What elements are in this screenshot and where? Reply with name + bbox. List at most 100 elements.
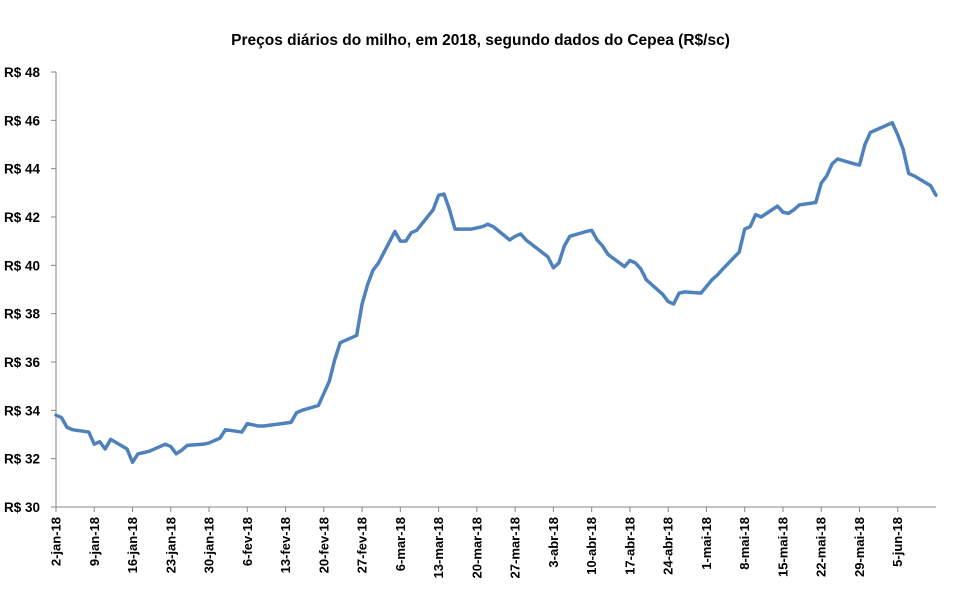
y-tick-label: R$ 36 xyxy=(4,355,41,370)
data-point xyxy=(355,334,358,337)
data-point xyxy=(208,442,210,444)
data-point xyxy=(858,164,861,166)
data-point xyxy=(251,424,254,426)
y-tick-label: R$ 32 xyxy=(4,452,40,467)
x-tick-label: 10-abr-18 xyxy=(584,517,599,575)
y-tick-label: R$ 38 xyxy=(4,307,41,322)
data-point xyxy=(317,404,320,407)
y-tick-label: R$ 34 xyxy=(4,403,41,418)
series-line xyxy=(54,121,938,465)
data-point xyxy=(323,392,325,395)
data-point xyxy=(137,453,139,455)
x-tick-label: 13-fev-18 xyxy=(278,517,293,573)
data-point xyxy=(328,380,331,383)
data-point xyxy=(175,453,178,455)
data-point xyxy=(645,279,648,281)
data-point xyxy=(262,425,265,427)
data-point xyxy=(869,131,872,134)
data-point xyxy=(716,274,719,276)
data-point xyxy=(454,228,456,230)
x-tick-label: 27-fev-18 xyxy=(355,517,370,573)
y-tick-label: R$ 42 xyxy=(4,210,40,225)
data-point xyxy=(481,225,484,228)
data-point xyxy=(514,235,516,238)
data-point xyxy=(661,293,664,296)
data-point xyxy=(864,143,866,146)
data-point xyxy=(913,175,915,177)
x-tick-label: 1-mai-18 xyxy=(699,517,714,570)
data-point xyxy=(148,450,150,453)
data-point xyxy=(793,208,795,211)
data-point xyxy=(596,239,598,241)
data-point xyxy=(476,227,478,229)
x-tick-label: 15-mai-18 xyxy=(775,517,790,577)
x-tick-label: 13-mar-18 xyxy=(431,517,446,578)
data-point xyxy=(410,231,413,234)
data-point xyxy=(547,256,549,258)
data-point xyxy=(831,163,833,165)
data-point xyxy=(722,268,724,270)
x-tick-label: 20-fev-18 xyxy=(316,517,331,573)
data-point xyxy=(88,431,90,433)
data-point xyxy=(131,461,134,464)
data-point xyxy=(372,269,374,271)
data-point xyxy=(366,283,369,286)
data-point xyxy=(525,239,527,241)
x-tick-label: 2-jan-18 xyxy=(49,517,64,566)
data-point xyxy=(180,449,183,452)
data-point xyxy=(568,235,571,238)
data-point xyxy=(902,148,904,151)
y-axis: R$ 30 R$ 32 R$ 34 R$ 36 R$ 38 R$ 40 R$ 42 R$ 44… xyxy=(4,65,57,515)
x-tick-label: 9-jan-18 xyxy=(87,517,102,566)
data-point xyxy=(219,437,221,439)
data-point xyxy=(640,268,642,270)
data-point xyxy=(754,213,757,216)
data-point xyxy=(109,438,112,441)
data-point xyxy=(700,292,702,294)
data-point xyxy=(519,233,522,235)
data-point xyxy=(405,240,407,242)
data-point xyxy=(935,194,937,197)
x-tick-label: 20-mar-18 xyxy=(469,517,484,578)
series-layer xyxy=(54,121,938,465)
data-point xyxy=(55,414,57,416)
data-point xyxy=(104,448,106,450)
data-point xyxy=(678,292,680,294)
data-point xyxy=(629,259,631,262)
data-point xyxy=(563,245,566,247)
data-point xyxy=(241,431,243,433)
data-point xyxy=(448,208,451,211)
data-point xyxy=(487,223,489,226)
data-point xyxy=(743,228,746,230)
data-point xyxy=(164,443,167,445)
x-tick-label: 16-jan-18 xyxy=(125,517,140,573)
data-point xyxy=(891,121,894,124)
data-point xyxy=(93,443,96,445)
data-point xyxy=(432,208,434,211)
x-tick-label: 27-mar-18 xyxy=(508,517,523,578)
data-point xyxy=(66,426,68,429)
data-point xyxy=(749,225,751,228)
data-point xyxy=(820,182,823,184)
x-tick-label: 29-mai-18 xyxy=(852,517,867,577)
data-point xyxy=(601,245,604,247)
data-point xyxy=(508,239,511,241)
data-point xyxy=(246,422,249,425)
data-point xyxy=(634,262,637,264)
data-point xyxy=(907,172,910,175)
x-axis: 2-jan-18 9-jan-18 16-jan-18 23-jan-18 30-jan… xyxy=(49,506,936,578)
y-tick-label: R$ 46 xyxy=(4,113,41,128)
data-point xyxy=(295,411,298,414)
data-point xyxy=(607,253,609,256)
data-point xyxy=(738,251,741,253)
data-point xyxy=(814,201,817,204)
data-point xyxy=(437,194,440,197)
data-point xyxy=(782,211,784,213)
data-point xyxy=(257,425,260,427)
x-tick-label: 30-jan-18 xyxy=(202,517,217,573)
data-point xyxy=(377,262,380,264)
data-point xyxy=(683,291,686,293)
y-tick-label: R$ 48 xyxy=(4,65,41,80)
data-point xyxy=(787,212,790,215)
